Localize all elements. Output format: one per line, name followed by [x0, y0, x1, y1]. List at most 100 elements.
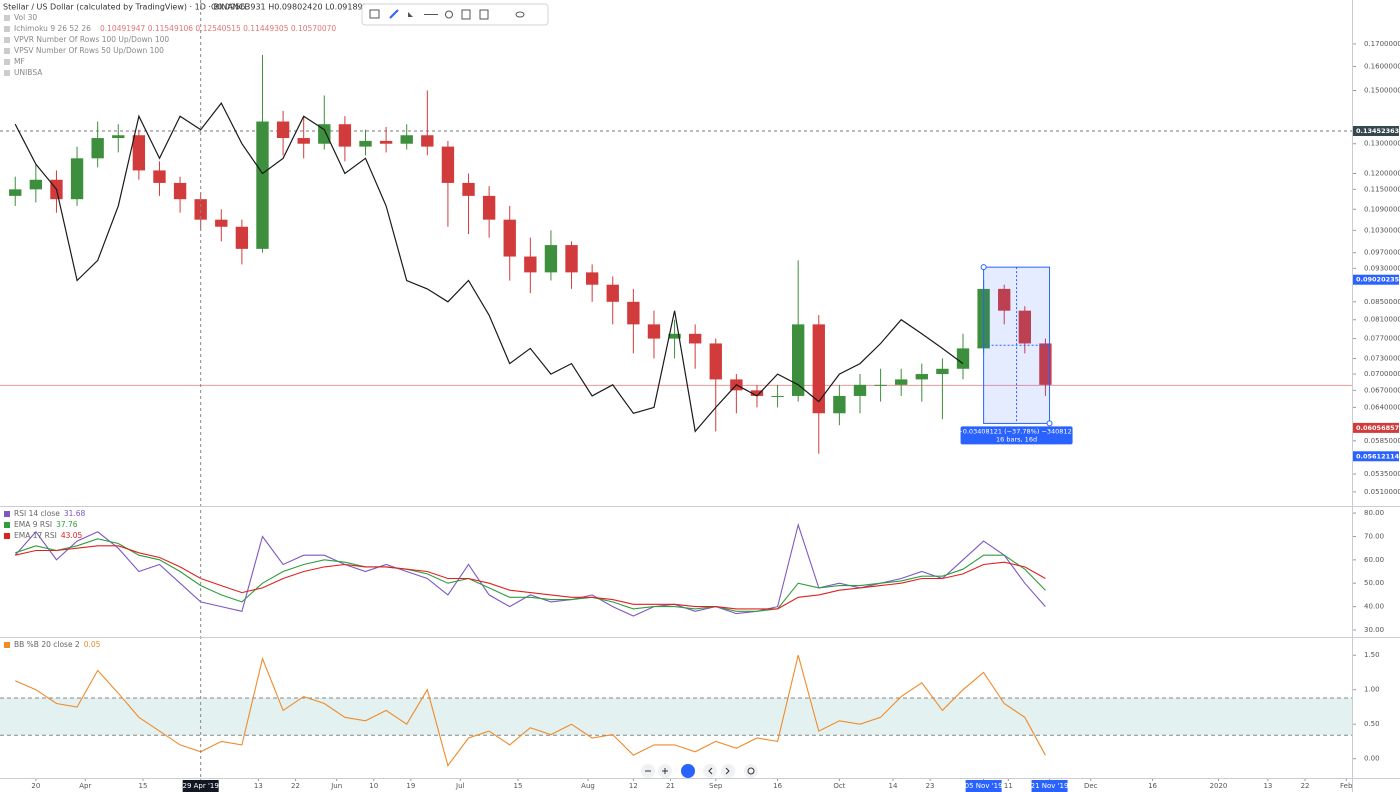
- toolbar-button[interactable]: [479, 9, 489, 20]
- candle-body: [544, 245, 558, 273]
- x-tick-label: Apr: [79, 782, 91, 790]
- candle-body: [524, 256, 537, 273]
- candle-body: [173, 182, 187, 200]
- band: [0, 698, 1352, 736]
- candle-body: [627, 301, 640, 325]
- x-tick-label: Jun: [330, 782, 342, 790]
- measure-label: −0.03408121 (−37.78%) −3408121: [957, 427, 1076, 435]
- toolbar-button[interactable]: [445, 10, 453, 19]
- candle-body: [112, 135, 125, 139]
- toolbar-button[interactable]: [408, 12, 413, 17]
- indicator-toggle[interactable]: [4, 59, 10, 65]
- indicator-toggle[interactable]: [4, 37, 10, 43]
- reset-button[interactable]: [681, 764, 695, 778]
- price-marker: [1353, 126, 1399, 137]
- indicator-toggle[interactable]: [4, 26, 10, 32]
- candle-body: [256, 121, 269, 249]
- candle-body: [338, 124, 352, 147]
- toolbar-button[interactable]: [461, 9, 471, 20]
- candle-body: [936, 368, 949, 375]
- x-tick-label: Feb: [1340, 782, 1353, 790]
- candle-body: [874, 384, 887, 386]
- scroll-left-button[interactable]: [703, 764, 717, 778]
- candle-body: [9, 189, 22, 196]
- candle-body: [379, 140, 393, 144]
- candle-body: [194, 199, 207, 220]
- indicator-legend: MF: [14, 57, 25, 66]
- indicator-toggle[interactable]: [4, 48, 10, 54]
- x-tick-label: 23: [926, 782, 935, 790]
- toolbar-button[interactable]: [500, 12, 506, 18]
- x-tick-label: 21: [666, 782, 675, 790]
- legend-swatch: [4, 522, 10, 528]
- toolbar-button[interactable]: [515, 11, 525, 18]
- candle-body: [1039, 343, 1052, 385]
- y-tick-label: 0.50: [1364, 720, 1380, 728]
- overlay-line: [14, 101, 964, 433]
- toolbar-button[interactable]: [389, 9, 399, 19]
- indicator-toggle[interactable]: [4, 70, 10, 76]
- price-marker-label: 0.13452363: [1356, 127, 1399, 135]
- candle-body: [998, 288, 1011, 311]
- scroll-right-button[interactable]: [721, 764, 735, 778]
- candle-body: [503, 219, 516, 257]
- drawing-toolbar: [361, 3, 549, 26]
- indicator-toggle[interactable]: [4, 15, 10, 21]
- price-marker-label: 0.05612114: [1356, 452, 1400, 460]
- price-marker: [1353, 422, 1399, 433]
- candle-body: [276, 121, 290, 139]
- navigation-bar: [641, 764, 758, 778]
- measure-handle: [980, 264, 987, 271]
- toolbar-button[interactable]: [536, 10, 541, 19]
- x-tick-label: 13: [254, 782, 263, 790]
- y-tick-label: 0.00: [1364, 755, 1380, 763]
- scroll-left-icon: [708, 767, 713, 775]
- x-tick-highlight: [965, 780, 1002, 792]
- legend-swatch: [4, 533, 10, 539]
- y-tick-label: 1.50: [1364, 651, 1380, 659]
- indicator-legend: VPSV Number Of Rows 50 Up/Down 100: [14, 46, 164, 55]
- y-tick-label: 0.05100000: [1364, 488, 1400, 496]
- candle-body: [895, 379, 908, 385]
- x-tick-label: 11: [1004, 782, 1013, 790]
- legend-value: 43.05: [61, 531, 83, 540]
- legend-value: 31.68: [64, 509, 86, 518]
- legend-swatch: [4, 511, 10, 517]
- measure-label: 16 bars, 16d: [996, 435, 1037, 443]
- x-tick-label: Dec: [1084, 782, 1098, 790]
- candle-body: [91, 138, 104, 159]
- x-tick-label: 13: [1263, 782, 1272, 790]
- candle-body: [668, 333, 681, 339]
- indicator-legend: Vol 30: [14, 13, 37, 22]
- candle-body: [400, 135, 413, 144]
- candle-body: [915, 374, 928, 380]
- candle-body: [709, 343, 722, 380]
- x-tick-label: 29 Apr '19: [183, 782, 219, 790]
- candle-body: [956, 348, 970, 369]
- candle-body: [585, 272, 599, 285]
- legend-name: EMA 17 RSI: [14, 531, 57, 540]
- candle-body: [791, 324, 805, 396]
- candle-body: [29, 179, 43, 190]
- toolbar-button[interactable]: [369, 9, 380, 19]
- indicator-legend: Ichimoku 9 26 52 26: [14, 24, 91, 33]
- price-marker: [1353, 451, 1399, 462]
- x-tick-label: Sep: [709, 782, 723, 790]
- candle-body: [606, 284, 619, 302]
- x-tick-label: 22: [1301, 782, 1310, 790]
- candle-body: [853, 384, 867, 396]
- candle-body: [421, 135, 434, 147]
- refresh-button[interactable]: [744, 764, 758, 778]
